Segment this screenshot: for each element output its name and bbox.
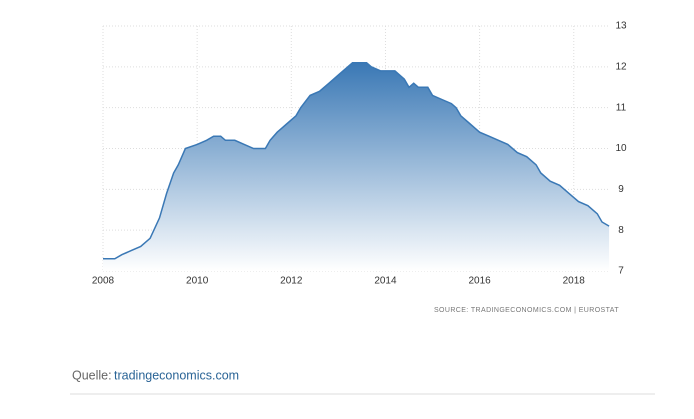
footer-link[interactable]: tradingeconomics.com: [114, 368, 239, 382]
y-tick-label: 13: [615, 21, 627, 32]
x-tick-label: 2012: [280, 276, 303, 287]
footer-label: Quelle:: [72, 368, 112, 382]
x-tick-label: 2018: [563, 276, 586, 287]
x-tick-label: 2016: [468, 276, 491, 287]
x-tick-label: 2008: [92, 276, 115, 287]
y-tick-label: 8: [618, 225, 624, 236]
y-tick-label: 10: [615, 143, 627, 154]
x-tick-label: 2014: [374, 276, 397, 287]
y-tick-label: 9: [618, 184, 624, 195]
y-tick-label: 12: [615, 61, 627, 72]
line: [103, 62, 610, 260]
y-tick-label: 7: [618, 266, 624, 277]
y-tick-label: 11: [616, 102, 627, 113]
source-note: SOURCE: TRADINGECONOMICS.COM | EUROSTAT: [434, 307, 619, 314]
x-tick-label: 2010: [186, 276, 209, 287]
area: [103, 62, 610, 271]
